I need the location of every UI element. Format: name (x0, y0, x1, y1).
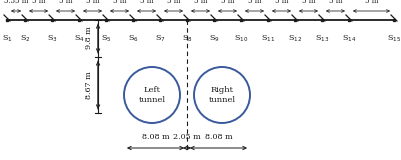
Text: 8.08 m: 8.08 m (205, 133, 232, 141)
Text: 5 m: 5 m (302, 0, 315, 5)
Text: S$_2$: S$_2$ (20, 34, 30, 44)
Text: S$_5$: S$_5$ (101, 34, 111, 44)
Text: 8.08 m: 8.08 m (142, 133, 169, 141)
Bar (78, 19, 81, 21)
Bar (6, 19, 8, 21)
Text: S$_{14}$: S$_{14}$ (342, 34, 356, 44)
Text: S$_1$: S$_1$ (2, 34, 12, 44)
Bar (267, 19, 269, 21)
Bar (105, 19, 107, 21)
Text: S$_3$: S$_3$ (47, 34, 57, 44)
Text: 5 m: 5 m (167, 0, 180, 5)
Bar (159, 19, 162, 21)
Text: Right
tunnel: Right tunnel (209, 85, 235, 104)
Text: 5 m: 5 m (59, 0, 72, 5)
Text: 9.8 m: 9.8 m (85, 27, 93, 49)
Text: S$_7$: S$_7$ (155, 34, 165, 44)
Text: S$_9$: S$_9$ (209, 34, 219, 44)
Text: Left
tunnel: Left tunnel (138, 85, 166, 104)
Text: S$_4$: S$_4$ (74, 34, 85, 44)
Text: 5 m: 5 m (275, 0, 288, 5)
Text: 5 m: 5 m (329, 0, 342, 5)
Text: S$_8$: S$_8$ (182, 34, 192, 44)
Bar (239, 19, 242, 21)
Bar (51, 19, 53, 21)
Text: 5 m: 5 m (113, 0, 126, 5)
Text: S$_{10}$: S$_{10}$ (234, 34, 248, 44)
Text: S$_{11}$: S$_{11}$ (261, 34, 275, 44)
Bar (213, 19, 215, 21)
Text: 8.67 m: 8.67 m (85, 71, 93, 99)
Text: 5 m: 5 m (194, 0, 207, 5)
Text: 5 m: 5 m (32, 0, 45, 5)
Bar (132, 19, 134, 21)
Bar (294, 19, 296, 21)
Bar (186, 19, 188, 21)
Bar (320, 19, 323, 21)
Text: S$_6$: S$_6$ (128, 34, 138, 44)
Text: 5 m: 5 m (248, 0, 261, 5)
Bar (393, 19, 395, 21)
Text: 5 m: 5 m (365, 0, 378, 5)
Bar (348, 19, 350, 21)
Text: 5 m: 5 m (140, 0, 153, 5)
Bar (24, 19, 26, 21)
Text: S$_{12}$: S$_{12}$ (288, 34, 302, 44)
Text: 5 m: 5 m (221, 0, 234, 5)
Text: 2.05 m: 2.05 m (173, 133, 201, 141)
Text: 3.35 m: 3.35 m (4, 0, 28, 5)
Text: S$_{15}$: S$_{15}$ (387, 34, 401, 44)
Text: 5 m: 5 m (86, 0, 99, 5)
Text: S$_{13}$: S$_{13}$ (315, 34, 329, 44)
